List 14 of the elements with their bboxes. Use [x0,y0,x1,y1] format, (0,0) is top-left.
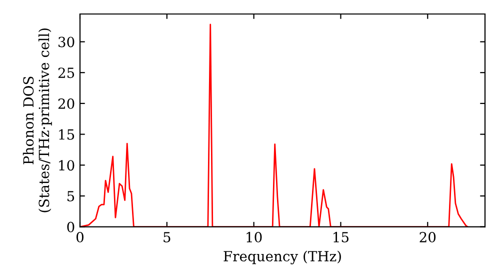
y-tick-label: 0 [67,222,74,232]
y-axis-title: Phonon DOS (States/THz·primitive cell) [22,28,52,212]
x-tick-label: 10 [246,232,262,242]
x-tick-label: 0 [76,232,84,242]
y-tick-label: 25 [58,68,74,78]
x-tick-label: 15 [334,232,348,242]
x-axis-title: Frequency (THz) [224,250,341,264]
x-tick-label: 5 [164,232,170,242]
y-tick-label: 30 [58,36,74,48]
y-tick-label: 10 [59,160,74,171]
y-tick-label: 15 [59,129,74,140]
y-tick-label: 20 [58,98,74,109]
x-tick-label: 20 [420,232,436,242]
y-tick-label: 5 [67,191,74,202]
